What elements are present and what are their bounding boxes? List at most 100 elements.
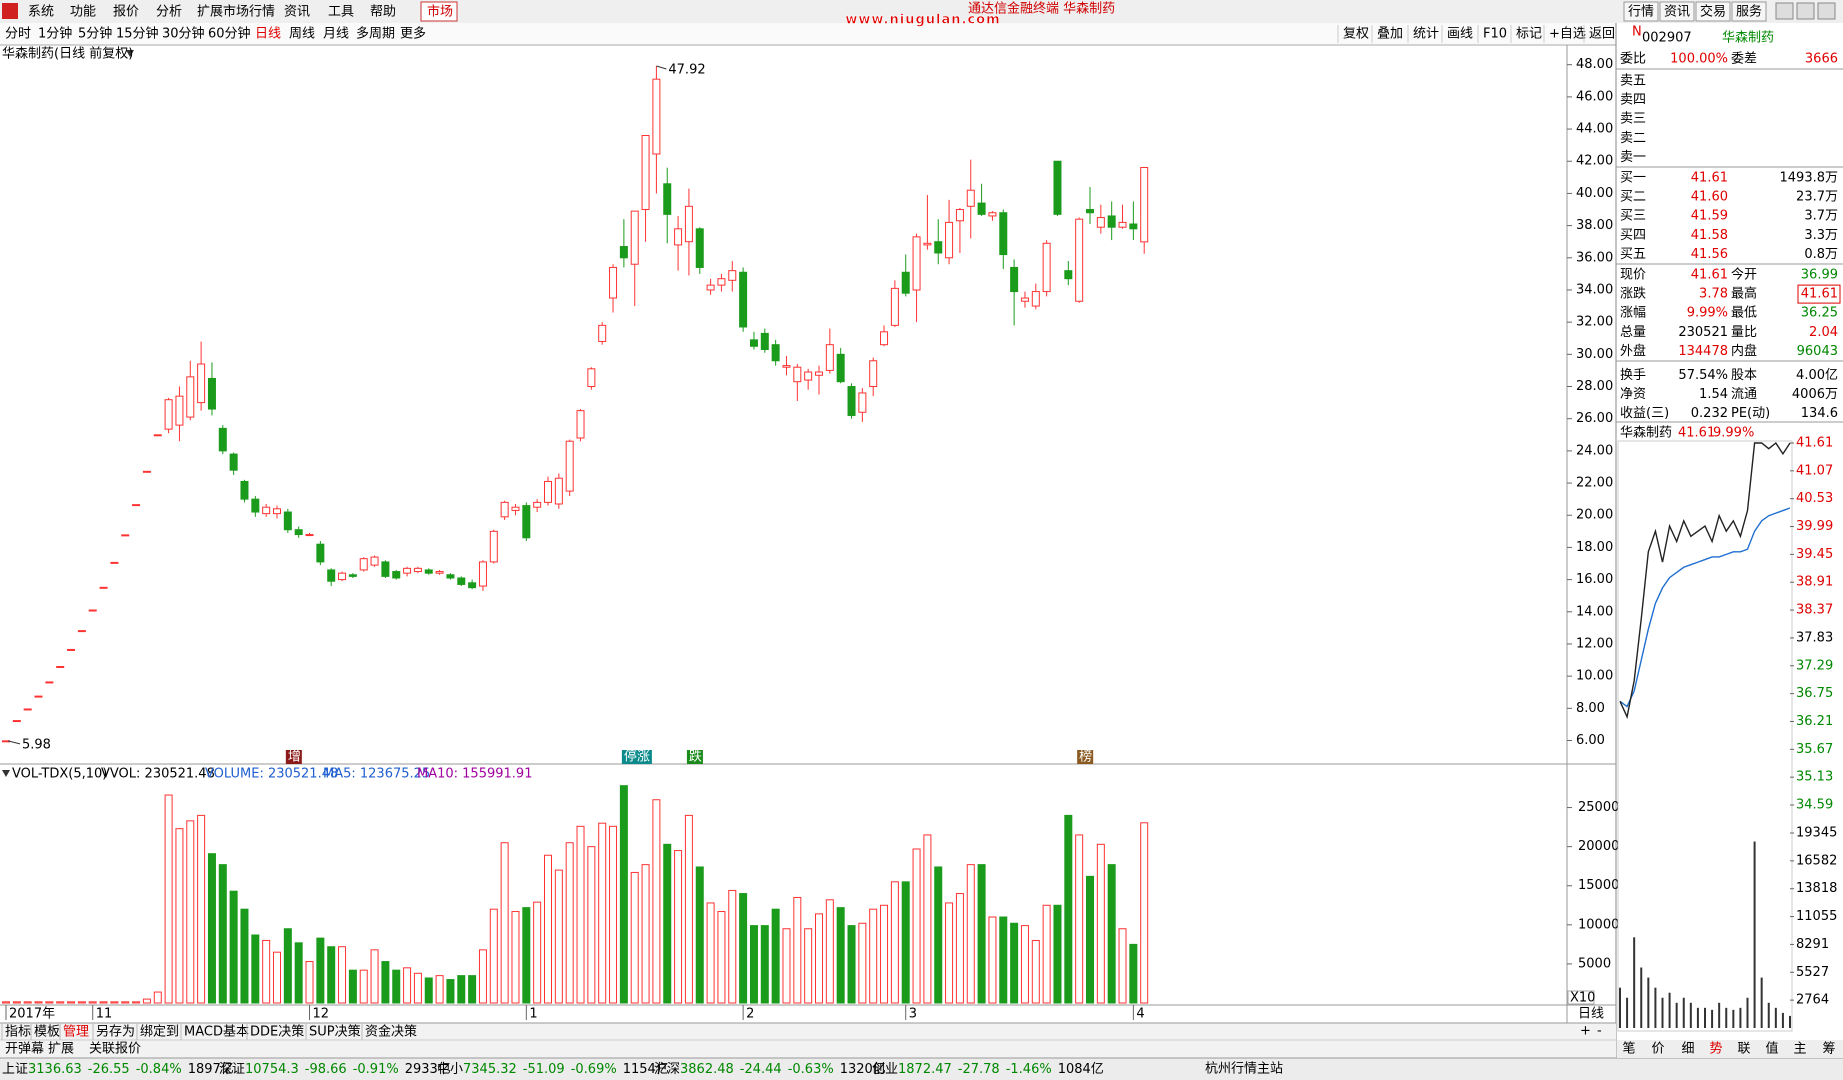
mini-tab[interactable]: 细 bbox=[1681, 1042, 1694, 1057]
window-button[interactable]: 服务 bbox=[1736, 4, 1762, 20]
volume-bar bbox=[468, 975, 477, 1004]
menu-item[interactable]: 市场 bbox=[427, 4, 453, 20]
event-marker bbox=[686, 750, 703, 764]
period-tab[interactable]: 周线 bbox=[289, 27, 315, 42]
menu-item[interactable]: 功能 bbox=[70, 5, 96, 20]
mini-tab[interactable]: 联 bbox=[1737, 1042, 1750, 1057]
mini-pct: 9.99% bbox=[1713, 426, 1754, 441]
window-button-frame bbox=[1695, 1, 1731, 22]
volume-bar bbox=[869, 908, 878, 1004]
mini-tab[interactable]: 价 bbox=[1651, 1042, 1664, 1057]
y-tick-label: 10000 bbox=[1578, 917, 1619, 932]
quote-value: 2.04 bbox=[1809, 325, 1838, 340]
minimize[interactable] bbox=[1775, 2, 1794, 20]
zoom-in[interactable]: + bbox=[1580, 1024, 1591, 1039]
event-marker-label[interactable]: 增 bbox=[288, 750, 301, 765]
close[interactable] bbox=[1817, 2, 1836, 20]
tab[interactable]: 关联报价 bbox=[89, 1042, 141, 1057]
tab[interactable]: 另存为 bbox=[96, 1025, 135, 1040]
candle-body bbox=[1020, 297, 1029, 302]
period-tab[interactable]: 多周期 bbox=[356, 26, 395, 42]
period-tab[interactable]: 分时 bbox=[5, 27, 31, 42]
window-button[interactable]: 行情 bbox=[1628, 5, 1654, 20]
menu-item[interactable]: 报价 bbox=[113, 5, 139, 20]
tool-button[interactable]: 叠加 bbox=[1377, 27, 1403, 42]
y-tick-label: 20000 bbox=[1578, 839, 1619, 854]
menu-item[interactable]: 扩展市场行情 bbox=[197, 4, 275, 20]
event-marker-label[interactable]: 跌 bbox=[689, 749, 702, 765]
event-marker-label[interactable]: 榜 bbox=[1079, 749, 1092, 765]
restore[interactable] bbox=[1796, 2, 1815, 20]
candle-body bbox=[533, 501, 542, 508]
y-tick-label: 41.61 bbox=[1796, 436, 1833, 451]
window-button[interactable]: 资讯 bbox=[1664, 5, 1690, 20]
window-button[interactable]: 交易 bbox=[1700, 4, 1726, 20]
menu-item[interactable]: 资讯 bbox=[284, 5, 310, 20]
period-tab[interactable]: 月线 bbox=[323, 27, 349, 42]
zoom-out[interactable]: - bbox=[1597, 1024, 1602, 1039]
volume-bar bbox=[554, 869, 563, 1004]
period-tab[interactable]: 5分钟 bbox=[78, 26, 112, 42]
period-tab[interactable]: 60分钟 bbox=[208, 26, 251, 42]
candle-body bbox=[674, 228, 683, 246]
mini-tab[interactable]: 势 bbox=[1709, 1041, 1722, 1057]
mini-tab[interactable]: 筹 bbox=[1822, 1041, 1835, 1057]
volume-bar bbox=[847, 925, 856, 1004]
candle-body bbox=[1031, 291, 1040, 307]
quote-value: 9.99% bbox=[1687, 306, 1728, 321]
mini-tab[interactable]: 值 bbox=[1765, 1041, 1778, 1057]
y-tick-label: 14.00 bbox=[1576, 604, 1613, 619]
period-tab[interactable]: 15分钟 bbox=[116, 26, 159, 42]
period-tab[interactable]: 日线 bbox=[255, 27, 281, 42]
tab[interactable]: 绑定到 bbox=[140, 1025, 179, 1040]
tab[interactable]: SUP决策 bbox=[309, 1024, 361, 1040]
tab[interactable]: 扩展 bbox=[48, 1042, 74, 1057]
quote-label: 收益(三) bbox=[1620, 406, 1669, 421]
candle-body bbox=[500, 501, 509, 518]
tool-button[interactable]: 复权 bbox=[1343, 26, 1369, 42]
bid-price: 41.61 bbox=[1691, 171, 1728, 186]
tool-button[interactable]: 统计 bbox=[1413, 27, 1439, 42]
mini-tab[interactable]: 笔 bbox=[1622, 1041, 1635, 1057]
tool-button[interactable]: 标记 bbox=[1516, 27, 1542, 42]
tool-button[interactable]: F10 bbox=[1483, 27, 1507, 42]
tool-button[interactable]: 画线 bbox=[1447, 27, 1473, 42]
mini-volume-bar bbox=[1675, 1002, 1678, 1028]
tab[interactable]: 模板 bbox=[34, 1025, 60, 1040]
candle-body bbox=[641, 134, 650, 211]
period-tab[interactable]: 30分钟 bbox=[162, 26, 205, 42]
y-tick-label: 38.37 bbox=[1796, 603, 1833, 618]
menu-item[interactable]: 系统 bbox=[28, 5, 54, 20]
x-tick-label: 12 bbox=[313, 1007, 330, 1022]
dropdown-icon[interactable] bbox=[2, 770, 10, 777]
tab[interactable]: 开弹幕 bbox=[5, 1042, 44, 1057]
tab[interactable]: 资金决策 bbox=[365, 1024, 417, 1040]
menu-item[interactable]: 帮助 bbox=[370, 5, 396, 20]
candle-body bbox=[457, 577, 466, 585]
candle-body bbox=[695, 228, 704, 268]
candle-body bbox=[1096, 217, 1105, 228]
tab[interactable]: DDE决策 bbox=[250, 1024, 304, 1040]
tab[interactable]: MACD基本 bbox=[184, 1025, 249, 1040]
quote-label: 最高 bbox=[1731, 286, 1757, 302]
tool-button[interactable]: +自选 bbox=[1549, 27, 1586, 42]
menu-bar bbox=[0, 0, 1843, 23]
tab[interactable]: 指标 bbox=[5, 1025, 31, 1040]
y-tick-label: 2764 bbox=[1796, 993, 1829, 1008]
tool-button[interactable]: 返回 bbox=[1589, 27, 1615, 42]
menu-item[interactable]: 分析 bbox=[156, 5, 182, 20]
menu-item[interactable]: 工具 bbox=[328, 5, 354, 20]
y-tick-label: 5000 bbox=[1578, 956, 1611, 971]
volume-bar bbox=[945, 902, 954, 1004]
tab[interactable]: 管理 bbox=[63, 1025, 89, 1040]
x-tick-label: 3 bbox=[909, 1007, 917, 1022]
period-tab[interactable]: 1分钟 bbox=[38, 26, 72, 42]
dropdown-icon[interactable] bbox=[126, 50, 134, 57]
quote-value: 36.99 bbox=[1801, 268, 1838, 283]
y-tick-label: 10.00 bbox=[1576, 669, 1613, 684]
event-marker-label[interactable]: 停涨 bbox=[624, 749, 650, 765]
value-highlight bbox=[1797, 284, 1841, 304]
mini-tab[interactable]: 主 bbox=[1793, 1042, 1806, 1057]
volume-bar bbox=[663, 843, 672, 1004]
period-tab[interactable]: 更多 bbox=[400, 26, 426, 42]
